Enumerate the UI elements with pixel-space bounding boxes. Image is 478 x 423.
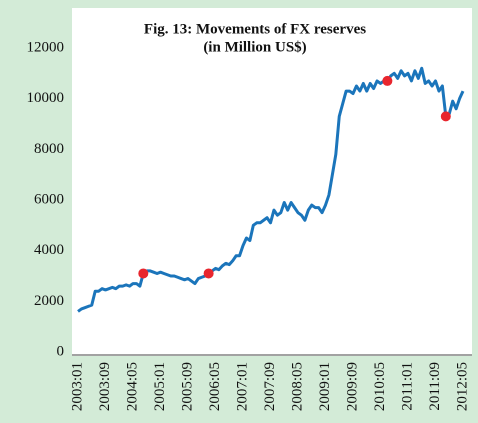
x-tick-label: 2004:05 (124, 362, 140, 411)
x-tick-label: 2003:09 (97, 362, 113, 411)
y-tick-label: 4000 (34, 242, 64, 258)
x-tick-label: 2009:09 (344, 362, 360, 411)
y-tick-label: 0 (57, 343, 65, 359)
y-tick-label: 8000 (34, 141, 64, 157)
x-tick-label: 2005:01 (152, 362, 168, 411)
x-tick-label: 2008:05 (289, 362, 305, 411)
y-tick-label: 2000 (34, 293, 64, 309)
y-tick-label: 6000 (34, 191, 64, 207)
x-tick-label: 2010:05 (372, 362, 388, 411)
highlight-point (138, 268, 149, 279)
x-tick-label: 2011:09 (427, 362, 443, 411)
y-tick-label: 12000 (27, 39, 65, 55)
x-tick-label: 2007:01 (234, 362, 250, 411)
x-tick-label: 2005:09 (179, 362, 195, 411)
x-tick-label: 2012:05 (454, 362, 470, 411)
x-tick-label: 2007:09 (262, 362, 278, 411)
x-tick-label: 2003:01 (69, 362, 85, 411)
plot-area (72, 8, 472, 356)
chart-title: Fig. 13: Movements of FX reserves (144, 21, 366, 37)
highlight-point (203, 268, 214, 279)
x-tick-label: 2009:01 (317, 362, 333, 411)
x-tick-label: 2006:05 (207, 362, 223, 411)
highlight-point (382, 75, 393, 86)
highlight-point (440, 111, 451, 122)
x-tick-label: 2011:01 (399, 362, 415, 411)
y-tick-label: 10000 (27, 90, 65, 106)
chart-subtitle: (in Million US$) (203, 39, 306, 55)
